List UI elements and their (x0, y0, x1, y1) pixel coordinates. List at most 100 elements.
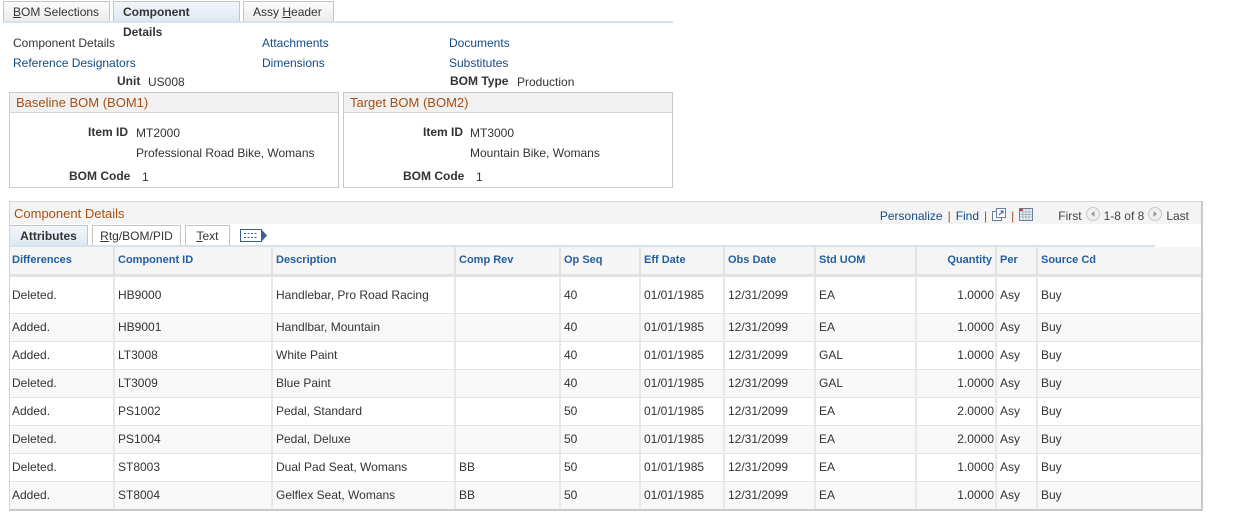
attachments-link[interactable]: Attachments (262, 36, 329, 50)
view-all-icon[interactable] (992, 207, 1007, 224)
column-header-obs-date[interactable]: Obs Date (724, 247, 816, 277)
cell-obs-date: 12/31/2099 (724, 481, 816, 510)
target-bom-code-label: BOM Code (403, 169, 465, 183)
next-icon[interactable] (1148, 207, 1163, 224)
bom-type-value: Production (517, 75, 575, 89)
download-spreadsheet-icon[interactable] (1019, 207, 1034, 224)
cell-std-uom: EA (815, 425, 917, 454)
cell-description: Dual Pad Seat, Womans (272, 453, 456, 482)
cell-op-seq: 50 (560, 453, 641, 482)
cell-comp-rev (455, 369, 561, 398)
cell-op-seq: 40 (560, 313, 641, 342)
grid-tabs: Attributes Rtg/BOM/PID Text (9, 225, 268, 246)
target-item-id-label: Item ID (423, 125, 464, 139)
cell-quantity: 2.0000 (916, 397, 997, 426)
cell-component-id: ST8004 (114, 481, 273, 510)
cell-quantity: 1.0000 (916, 275, 997, 314)
baseline-bom-groupbox: Baseline BOM (BOM1) Item ID MT2000 Profe… (9, 92, 339, 188)
cell-quantity: 2.0000 (916, 425, 997, 454)
component-details-table: Differences Component ID Description Com… (9, 247, 1202, 510)
tab-assy-header[interactable]: Assy Header (243, 1, 334, 22)
cell-source-cd: Buy (1037, 313, 1202, 342)
table-row: Added. ST8004 Gelflex Seat, Womans BB 50… (9, 481, 1202, 510)
personalize-link[interactable]: Personalize (879, 208, 943, 223)
accesskey: B (13, 5, 22, 19)
cell-component-id: ST8003 (114, 453, 273, 482)
cell-differences: Added. (9, 397, 115, 426)
cell-component-id: LT3009 (114, 369, 273, 398)
cell-source-cd: Buy (1037, 425, 1202, 454)
table-row: Deleted. ST8003 Dual Pad Seat, Womans BB… (9, 453, 1202, 482)
accesskey: H (282, 5, 292, 19)
cell-op-seq: 40 (560, 341, 641, 370)
grid-border-bottom (9, 509, 1203, 511)
column-header-source-cd[interactable]: Source Cd (1037, 247, 1202, 277)
cell-per: Asy (996, 397, 1038, 426)
table-row: Deleted. HB9000 Handlebar, Pro Road Raci… (9, 275, 1202, 314)
tab-component-details[interactable]: Component Details (113, 1, 240, 39)
cell-comp-rev: BB (455, 453, 561, 482)
cell-obs-date: 12/31/2099 (724, 313, 816, 342)
cell-eff-date: 01/01/1985 (640, 313, 725, 342)
cell-op-seq: 40 (560, 369, 641, 398)
cell-description: Handlbar, Mountain (272, 313, 456, 342)
table-header-row: Differences Component ID Description Com… (9, 247, 1202, 277)
table-row: Added. LT3008 White Paint 40 01/01/1985 … (9, 341, 1202, 370)
cell-component-id: HB9000 (114, 275, 273, 314)
grid-tab-rtg-bom-pid[interactable]: Rtg/BOM/PID (92, 225, 181, 246)
cell-comp-rev (455, 425, 561, 454)
cell-component-id: PS1004 (114, 425, 273, 454)
show-all-columns-icon[interactable] (240, 229, 268, 246)
reference-designators-link[interactable]: Reference Designators (13, 56, 136, 70)
cell-per: Asy (996, 313, 1038, 342)
separator: | (947, 208, 951, 223)
baseline-bom-code-label: BOM Code (69, 169, 131, 183)
column-header-std-uom[interactable]: Std UOM (815, 247, 917, 277)
grid-tab-text[interactable]: Text (185, 225, 230, 246)
baseline-item-id-label: Item ID (88, 125, 129, 139)
documents-link[interactable]: Documents (449, 36, 510, 50)
unit-value: US008 (148, 75, 185, 89)
grid-header-bar: Component Details Personalize | Find | |… (9, 201, 1202, 224)
cell-obs-date: 12/31/2099 (724, 275, 816, 314)
column-header-comp-rev[interactable]: Comp Rev (455, 247, 561, 277)
table-row: Added. HB9001 Handlbar, Mountain 40 01/0… (9, 313, 1202, 342)
column-header-quantity[interactable]: Quantity (916, 247, 997, 277)
cell-quantity: 1.0000 (916, 453, 997, 482)
last-label: Last (1166, 208, 1189, 223)
cell-obs-date: 12/31/2099 (724, 397, 816, 426)
cell-std-uom: EA (815, 453, 917, 482)
cell-description: Gelflex Seat, Womans (272, 481, 456, 510)
dimensions-link[interactable]: Dimensions (262, 56, 325, 70)
cell-obs-date: 12/31/2099 (724, 369, 816, 398)
cell-component-id: LT3008 (114, 341, 273, 370)
table-row: Added. PS1002 Pedal, Standard 50 01/01/1… (9, 397, 1202, 426)
column-header-eff-date[interactable]: Eff Date (640, 247, 725, 277)
target-bom-groupbox: Target BOM (BOM2) Item ID MT3000 Mountai… (343, 92, 673, 188)
column-header-per[interactable]: Per (996, 247, 1038, 277)
baseline-bom-title: Baseline BOM (BOM1) (10, 93, 338, 113)
column-header-differences[interactable]: Differences (9, 247, 115, 277)
column-header-component-id[interactable]: Component ID (114, 247, 273, 277)
cell-std-uom: EA (815, 397, 917, 426)
tab-bom-selections[interactable]: BOM Selections (3, 1, 110, 22)
grid-tab-attributes[interactable]: Attributes (9, 225, 88, 246)
previous-icon[interactable] (1085, 207, 1100, 224)
grid-border-left (9, 201, 10, 511)
cell-per: Asy (996, 275, 1038, 314)
column-header-op-seq[interactable]: Op Seq (560, 247, 641, 277)
cell-source-cd: Buy (1037, 369, 1202, 398)
grid-navigation: Personalize | Find | | First 1-8 of 8 La… (880, 207, 1189, 224)
cell-comp-rev (455, 313, 561, 342)
cell-differences: Deleted. (9, 275, 115, 314)
separator: | (984, 208, 988, 223)
substitutes-link[interactable]: Substitutes (449, 56, 509, 70)
cell-differences: Deleted. (9, 425, 115, 454)
find-link[interactable]: Find (955, 208, 980, 223)
column-header-description[interactable]: Description (272, 247, 456, 277)
cell-comp-rev (455, 275, 561, 314)
cell-std-uom: EA (815, 313, 917, 342)
cell-eff-date: 01/01/1985 (640, 481, 725, 510)
grid-border-right (1201, 201, 1203, 511)
cell-source-cd: Buy (1037, 453, 1202, 482)
